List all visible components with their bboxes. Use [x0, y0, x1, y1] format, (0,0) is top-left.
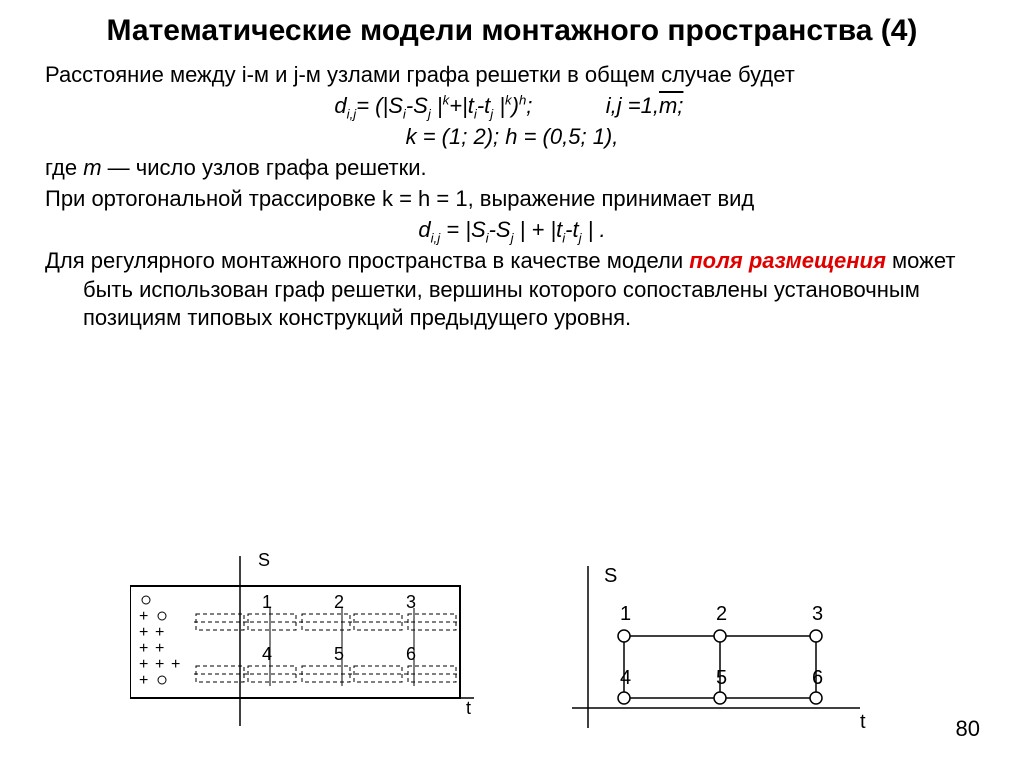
svg-text:+: +: [171, 656, 180, 673]
svg-text:6: 6: [812, 667, 823, 689]
figures: St123456+++++++++ St123456: [0, 548, 1024, 748]
formula-1: di,j= (|Si-Sj |k+|ti-tj |k)h; i,j =1,m;: [45, 92, 979, 120]
svg-text:t: t: [860, 711, 866, 733]
svg-text:+: +: [139, 640, 148, 657]
figure-right: St 1 2 3 4 5 6: [560, 558, 920, 738]
svg-text:3: 3: [812, 603, 823, 625]
p3: При ортогональной трассировке k = h = 1,…: [45, 185, 979, 213]
svg-text:+: +: [139, 624, 148, 641]
slide-title: Математические модели монтажного простра…: [45, 14, 979, 49]
body-text: Расстояние между i-м и j-м узлами графа …: [45, 61, 979, 332]
formula-1b: k = (1; 2); h = (0,5; 1),: [45, 123, 979, 151]
svg-text:t: t: [466, 698, 471, 718]
formula-2: di,j = |Si-Sj | + |ti-tj | .: [45, 216, 979, 244]
svg-text:+: +: [139, 608, 148, 625]
svg-text:+: +: [155, 656, 164, 673]
svg-text:S: S: [604, 565, 617, 587]
svg-text:+: +: [139, 672, 148, 689]
svg-text:6: 6: [406, 644, 416, 664]
svg-text:3: 3: [406, 592, 416, 612]
svg-text:1: 1: [620, 603, 631, 625]
svg-text:5: 5: [334, 644, 344, 664]
p1: Расстояние между i-м и j-м узлами графа …: [45, 61, 979, 89]
svg-text:2: 2: [334, 592, 344, 612]
svg-text:S: S: [258, 550, 270, 570]
svg-text:+: +: [139, 656, 148, 673]
figure-left: St123456+++++++++: [130, 548, 490, 738]
page-number: 80: [956, 716, 980, 742]
svg-text:5: 5: [716, 667, 727, 689]
svg-text:1: 1: [262, 592, 272, 612]
svg-text:+: +: [155, 640, 164, 657]
p4: Для регулярного монтажного пространства …: [45, 247, 979, 331]
svg-text:+: +: [155, 624, 164, 641]
p2: где m — число узлов графа решетки.: [45, 154, 979, 182]
svg-text:4: 4: [262, 644, 272, 664]
svg-text:4: 4: [620, 667, 631, 689]
svg-text:2: 2: [716, 603, 727, 625]
